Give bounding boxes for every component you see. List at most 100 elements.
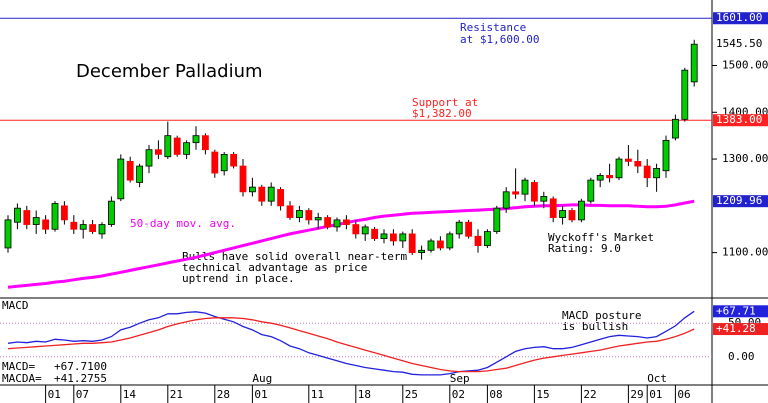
- readout-value: +67.7100: [54, 360, 107, 373]
- candle-body: [79, 224, 87, 230]
- candle-body: [211, 151, 219, 174]
- candle-body: [277, 189, 285, 207]
- candle-body: [371, 228, 379, 239]
- candle-body: [474, 235, 482, 247]
- candle-body: [380, 233, 388, 239]
- annotation: Bulls have solid overall near-term: [182, 250, 408, 263]
- candle-body: [587, 179, 595, 202]
- level-label-box: [713, 114, 768, 127]
- candle-body: [493, 207, 501, 232]
- candle-body: [201, 135, 209, 151]
- candle-body: [183, 142, 191, 155]
- candle-body: [230, 153, 238, 167]
- readout-value: +41.2755: [54, 372, 107, 385]
- y-tick-label: 1300.00: [722, 152, 768, 165]
- candle-body: [483, 231, 491, 247]
- candle-body: [521, 179, 529, 195]
- candle-body: [427, 240, 435, 251]
- candle-body: [465, 221, 473, 237]
- candle-body: [408, 233, 416, 254]
- x-tick-label: 14: [123, 388, 137, 401]
- x-tick-label: 01: [48, 388, 61, 401]
- readout-label: MACD=: [2, 360, 35, 373]
- x-tick-label: 11: [311, 388, 324, 401]
- candle-body: [42, 219, 49, 230]
- annotation: $1,382.00: [412, 107, 472, 120]
- macd-line: [7, 317, 695, 373]
- candle-body: [690, 43, 698, 83]
- candle-body: [89, 224, 96, 232]
- annotation: MACD posture: [562, 309, 641, 322]
- macd-title: MACD: [2, 299, 29, 312]
- candle-body: [615, 158, 623, 179]
- candle-body: [258, 186, 266, 202]
- candle-body: [578, 200, 585, 221]
- y-tick-label: 1100.00: [722, 246, 768, 259]
- candle-body: [117, 158, 125, 200]
- candle-body: [220, 153, 228, 172]
- candle-body: [239, 165, 247, 193]
- x-tick-label: 15: [536, 388, 549, 401]
- y-tick-label: 1500.00: [722, 58, 768, 71]
- candle-body: [596, 175, 604, 181]
- candle-body: [324, 217, 332, 228]
- candle-body: [286, 205, 294, 218]
- candle-body: [361, 226, 369, 235]
- x-tick-label: 25: [405, 388, 418, 401]
- candle-body: [51, 203, 59, 230]
- candle-body: [502, 191, 510, 209]
- candle-body: [126, 160, 134, 181]
- candle-body: [295, 210, 303, 218]
- x-tick-label: 29: [630, 388, 643, 401]
- x-tick-label: 01: [649, 388, 662, 401]
- candle-body: [606, 175, 613, 179]
- annotation: technical advantage as price: [182, 261, 367, 274]
- candle-body: [662, 139, 670, 172]
- candle-body: [154, 149, 162, 155]
- macd-last-label-box: [713, 305, 768, 318]
- macd-last-label-box: [713, 323, 768, 336]
- month-label: Aug: [252, 372, 272, 385]
- candle-body: [672, 118, 679, 139]
- x-tick-label: 02: [452, 388, 465, 401]
- macd-last-label: +67.71: [716, 304, 756, 317]
- candle-body: [352, 224, 360, 235]
- candle-body: [164, 135, 172, 158]
- month-label: Sep: [450, 372, 470, 385]
- candle-body: [342, 219, 350, 225]
- candle-body: [643, 165, 651, 179]
- x-tick-label: 28: [217, 388, 230, 401]
- x-tick-label: 18: [358, 388, 371, 401]
- candle-body: [455, 221, 463, 235]
- candle-body: [634, 160, 642, 167]
- candle-body: [333, 219, 341, 228]
- candle-body: [446, 233, 454, 249]
- readout-label: MACDA=: [2, 372, 42, 385]
- level-label: 1383.00: [716, 113, 762, 126]
- chart-title: December Palladium: [76, 61, 263, 82]
- x-tick-label: 22: [583, 388, 596, 401]
- candle-body: [173, 137, 181, 155]
- candle-body: [13, 207, 21, 223]
- candle-body: [70, 221, 78, 230]
- candle-body: [314, 217, 322, 221]
- candle-body: [559, 210, 566, 218]
- macd-last-label: +41.28: [716, 322, 756, 335]
- candle-body: [418, 249, 426, 254]
- candle-body: [531, 182, 538, 202]
- x-tick-label: 07: [76, 388, 89, 401]
- level-label: 1601.00: [716, 11, 762, 24]
- candle-body: [23, 210, 31, 225]
- macd-line: [7, 310, 695, 376]
- annotation: Wyckoff's Market: [548, 231, 654, 244]
- month-label: Oct: [647, 372, 667, 385]
- annotation: Rating: 9.0: [548, 242, 621, 255]
- candle-body: [4, 219, 12, 249]
- annotation: is bullish: [562, 320, 628, 333]
- candle-body: [653, 168, 660, 179]
- level-label-box: [713, 12, 768, 25]
- candle-body: [568, 210, 576, 221]
- annotation: Resistance: [460, 21, 526, 34]
- candle-body: [549, 198, 557, 218]
